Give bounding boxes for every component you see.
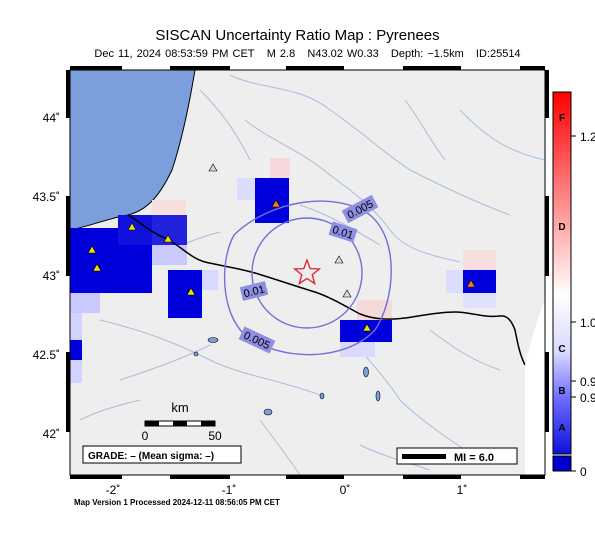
triangle-icon bbox=[208, 163, 218, 172]
border-line bbox=[127, 214, 526, 366]
colorbar-value: 0 bbox=[580, 465, 587, 479]
footer-note: Map Version 1 Processed 2024-12-11 08:56… bbox=[74, 498, 280, 507]
star-icon bbox=[292, 258, 322, 286]
lat-tick: 43.5˚ bbox=[33, 190, 60, 204]
sea-area bbox=[70, 70, 196, 231]
event-location: N43.02 W0.33 bbox=[307, 48, 379, 60]
scale-bar: km 0 50 bbox=[142, 400, 222, 443]
triangle-icon bbox=[466, 279, 476, 288]
colorbar-grade: D bbox=[558, 222, 565, 233]
colorbar-grade: B bbox=[558, 386, 565, 397]
map-area: 0.005 0.01 0.01 0.005 bbox=[70, 70, 545, 475]
uncertainty-grid bbox=[70, 158, 496, 383]
event-subtitle: Dec 11, 2024 08:53:59 PM CET M 2.8 N43.0… bbox=[0, 48, 595, 60]
scale-tick: 0 bbox=[142, 429, 149, 443]
lon-tick: -2˚ bbox=[106, 483, 121, 497]
contours bbox=[223, 200, 392, 356]
colorbar-value: 0.9 bbox=[580, 375, 595, 389]
colorbar: F D C B A 1.2 1.0 0.9 0.9 0 bbox=[552, 91, 595, 479]
triangle-icon bbox=[163, 234, 173, 243]
map-frame bbox=[66, 66, 549, 479]
grade-box: GRADE: – (Mean sigma: –) bbox=[82, 445, 242, 464]
scale-tick: 50 bbox=[208, 429, 222, 443]
scale-unit: km bbox=[171, 400, 188, 415]
triangle-icon bbox=[271, 199, 281, 208]
triangle-icon bbox=[87, 245, 97, 254]
triangle-icon bbox=[186, 287, 196, 296]
lakes bbox=[193, 337, 381, 416]
east-edge bbox=[525, 300, 545, 475]
mi-text: MI = 6.0 bbox=[454, 452, 494, 464]
colorbar-value: 1.0 bbox=[580, 316, 595, 330]
lat-axis: 44˚ 43.5˚ 43˚ 42.5˚ 42˚ bbox=[33, 111, 60, 441]
event-magnitude: M 2.8 bbox=[266, 48, 296, 60]
triangle-icon bbox=[362, 323, 372, 332]
contour-label: 0.01 bbox=[242, 284, 266, 301]
colorbar-grade: C bbox=[558, 344, 565, 355]
lat-tick: 44˚ bbox=[43, 111, 60, 125]
colorbar-grade: F bbox=[559, 113, 565, 124]
mi-legend: MI = 6.0 bbox=[396, 447, 518, 465]
lat-tick: 43˚ bbox=[43, 269, 60, 283]
triangle-icon bbox=[92, 263, 102, 272]
colorbar-grade: A bbox=[558, 423, 565, 434]
map-title: SISCAN Uncertainty Ratio Map : Pyrenees bbox=[155, 27, 440, 44]
triangle-icon bbox=[342, 289, 352, 298]
lat-tick: 42.5˚ bbox=[33, 348, 60, 362]
lon-tick: 0˚ bbox=[340, 483, 351, 497]
triangle-icon bbox=[334, 255, 344, 264]
event-depth: Depth: −1.5km bbox=[390, 48, 464, 60]
event-datetime: Dec 11, 2024 08:53:59 PM CET bbox=[94, 48, 255, 60]
lon-tick: -1˚ bbox=[222, 483, 237, 497]
lat-tick: 42˚ bbox=[43, 427, 60, 441]
rivers bbox=[79, 74, 545, 475]
event-id: ID:25514 bbox=[475, 48, 521, 60]
lon-axis: -2˚ -1˚ 0˚ 1˚ bbox=[106, 483, 468, 497]
grade-text: GRADE: – (Mean sigma: –) bbox=[88, 451, 214, 462]
lon-tick: 1˚ bbox=[457, 483, 468, 497]
triangle-icon bbox=[127, 222, 137, 231]
colorbar-value: 0.9 bbox=[580, 391, 595, 405]
colorbar-value: 1.2 bbox=[580, 130, 595, 144]
stations bbox=[87, 163, 476, 332]
